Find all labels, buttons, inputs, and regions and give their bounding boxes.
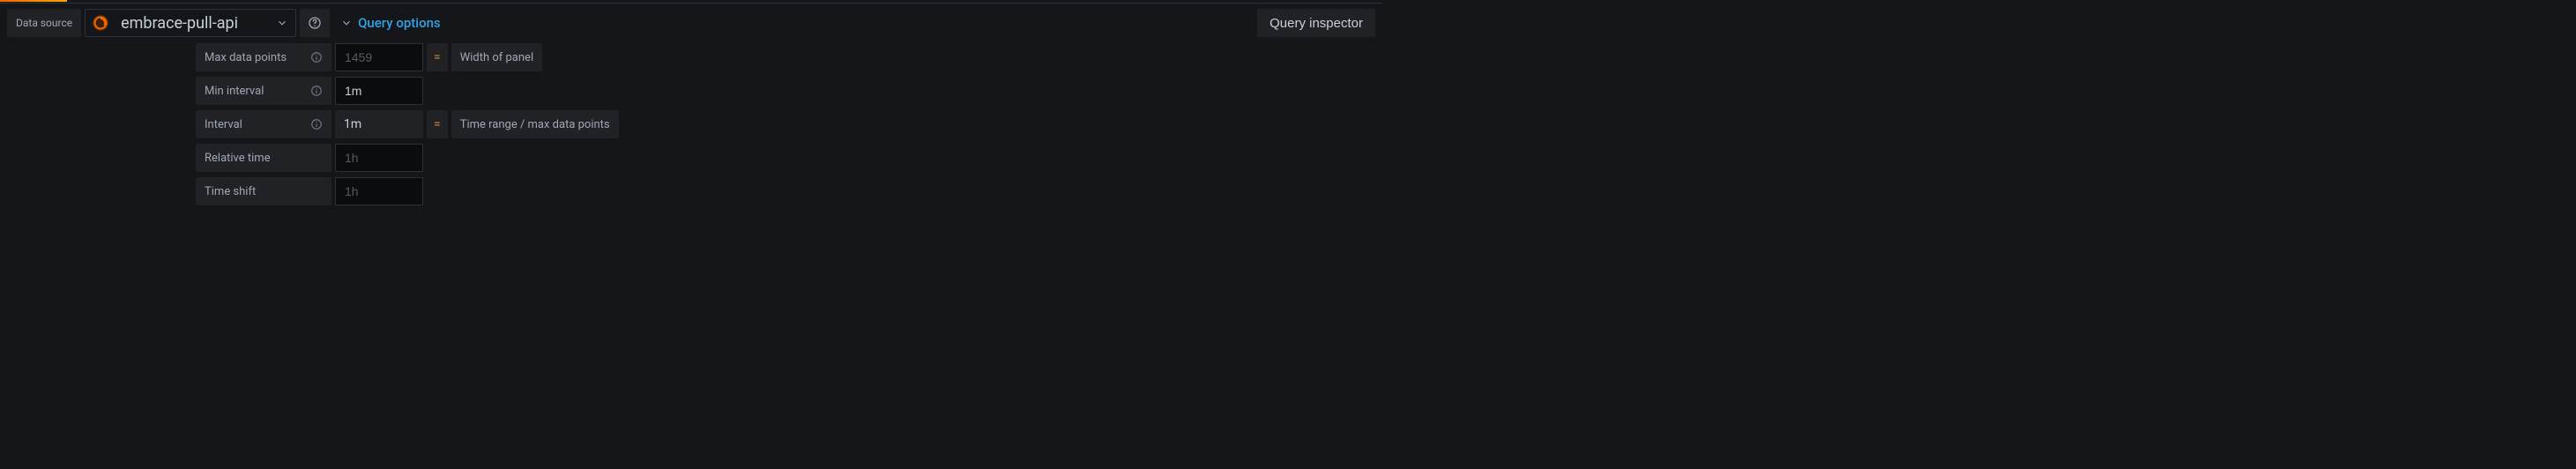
equals-sign: = <box>427 43 448 71</box>
data-source-label: Data source <box>7 9 81 37</box>
info-icon[interactable] <box>310 85 323 97</box>
top-accent-bar <box>0 0 67 2</box>
min-interval-input[interactable] <box>335 77 423 105</box>
relative-time-label: Relative time <box>196 144 331 172</box>
datasource-select[interactable]: embrace-pull-api <box>85 9 296 37</box>
equals-sign: = <box>427 110 448 138</box>
label-text: Interval <box>205 118 242 131</box>
label-text: Time shift <box>205 185 256 198</box>
interval-value: 1m <box>335 110 423 138</box>
chevron-down-icon <box>276 17 288 29</box>
time-shift-row: Time shift <box>196 176 1382 206</box>
info-icon[interactable] <box>310 118 323 130</box>
min-interval-label: Min interval <box>196 77 331 105</box>
time-shift-label: Time shift <box>196 177 331 205</box>
label-text: Max data points <box>205 51 287 64</box>
label-text: Relative time <box>205 152 271 165</box>
max-data-points-hint: Width of panel <box>451 43 542 71</box>
query-header-row: Data source embrace-pull-api Query optio… <box>0 4 1382 42</box>
query-inspector-button[interactable]: Query inspector <box>1257 9 1375 37</box>
chevron-down-icon <box>340 17 353 29</box>
datasource-name: embrace-pull-api <box>115 14 269 33</box>
datasource-help-button[interactable] <box>300 9 330 37</box>
interval-label: Interval <box>196 110 331 138</box>
min-interval-row: Min interval <box>196 76 1382 106</box>
relative-time-input[interactable] <box>335 144 423 172</box>
max-data-points-input[interactable] <box>335 43 423 71</box>
query-options-panel: Max data points = Width of panel Min int… <box>0 42 1382 206</box>
max-data-points-row: Max data points = Width of panel <box>196 42 1382 72</box>
help-icon <box>308 16 322 30</box>
info-icon[interactable] <box>310 51 323 63</box>
query-options-toggle[interactable]: Query options <box>333 9 448 37</box>
interval-hint: Time range / max data points <box>451 110 619 138</box>
max-data-points-label: Max data points <box>196 43 331 71</box>
time-shift-input[interactable] <box>335 177 423 205</box>
datasource-icon <box>93 15 108 31</box>
query-options-label: Query options <box>358 15 441 31</box>
label-text: Min interval <box>205 85 264 98</box>
interval-row: Interval 1m = Time range / max data poin… <box>196 109 1382 139</box>
relative-time-row: Relative time <box>196 143 1382 173</box>
